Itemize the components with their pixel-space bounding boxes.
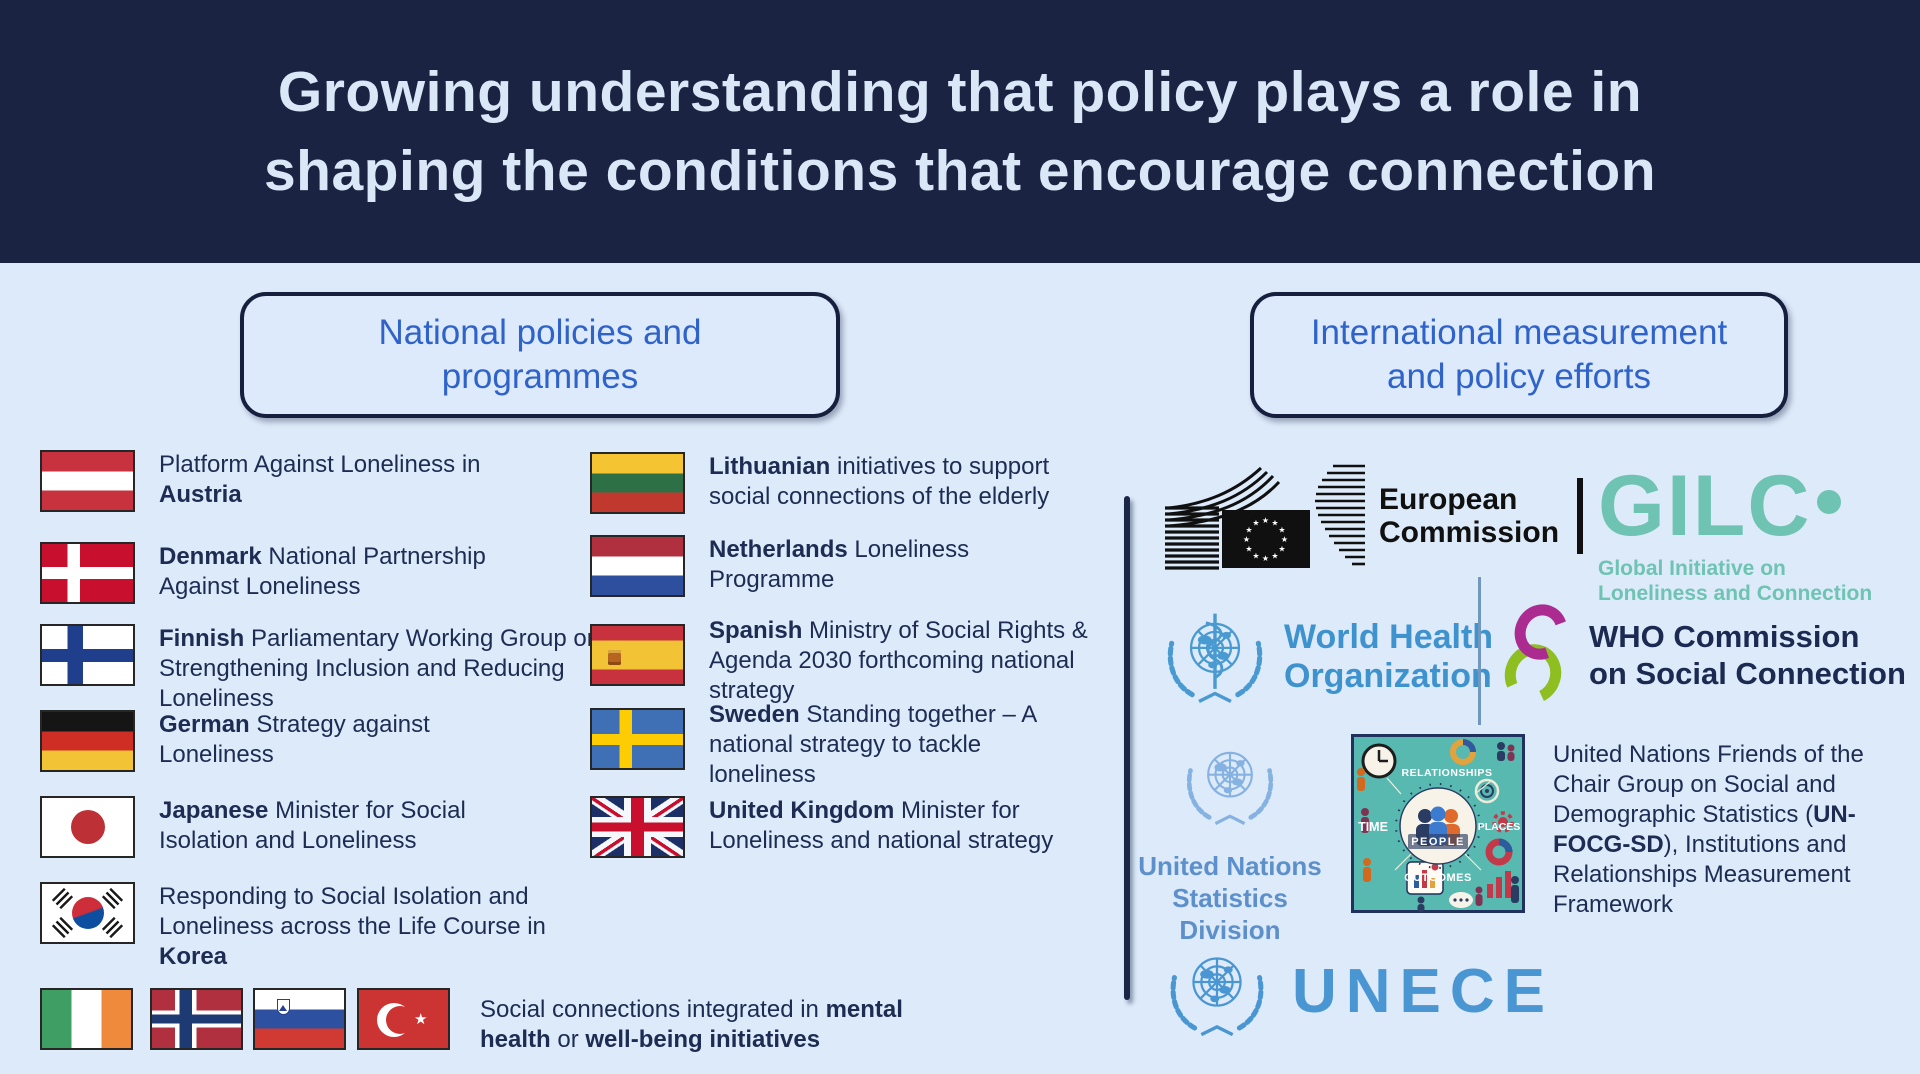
collage-label-time: TIME [1358, 820, 1388, 834]
list-item-austria: Platform Against Loneliness in Austria [40, 450, 509, 512]
svg-text:★: ★ [1252, 552, 1259, 561]
list-item-korea: Responding to Social Isolation and Lonel… [40, 882, 549, 972]
taegeuk-symbol [71, 897, 104, 929]
svg-text:★: ★ [1278, 545, 1285, 554]
gilc-acronym: GILC [1598, 458, 1812, 554]
unsd-logo: United Nations Statistics Division [1130, 731, 1330, 946]
who-commission-logo: WHO Commission on Social Connection [1496, 595, 1906, 712]
international-efforts-label: International measurement and policy eff… [1310, 313, 1728, 396]
spain-crest [608, 650, 621, 665]
european-commission-wordmark: European Commission [1379, 482, 1560, 549]
austria-text: Platform Against Loneliness in Austria [159, 451, 481, 508]
svg-text:★: ★ [1271, 552, 1278, 561]
japan-text: Japanese Minister for Social Isolation a… [159, 797, 466, 854]
sweden-text: Sweden Standing together – A national st… [709, 701, 1036, 788]
european-commission-mark-icon: ★ ★★ ★★★ ★★★ ★★★ [1165, 464, 1365, 570]
bottom-note-text: Social connections integrated in mental … [480, 996, 903, 1053]
unece-wordmark: UNECE [1292, 956, 1555, 1026]
international-efforts-box: International measurement and policy eff… [1250, 292, 1788, 418]
unece-logo: UNECE [1158, 935, 1554, 1047]
interlocking-rings-icon [1496, 595, 1577, 712]
list-item-united-kingdom: United Kingdom Minister for Loneliness a… [590, 796, 1059, 858]
national-policies-box: National policies and programmes [240, 292, 840, 418]
svg-text:★: ★ [1252, 519, 1259, 528]
japan-flag-icon [40, 796, 135, 858]
slovenia-flag-icon [253, 988, 346, 1050]
austria-flag-icon [40, 450, 135, 512]
germany-flag-icon [40, 710, 135, 772]
spain-text: Spanish Ministry of Social Rights & Agen… [709, 617, 1088, 704]
turkey-star: ★ [414, 1011, 428, 1028]
svg-text:★: ★ [1262, 554, 1269, 563]
title-banner: Growing understanding that policy plays … [0, 0, 1920, 263]
column-divider-line [1124, 496, 1130, 1000]
unsd-wordmark: United Nations Statistics Division [1138, 851, 1322, 945]
slide-title: Growing understanding that policy plays … [263, 59, 1657, 203]
list-item-denmark: Denmark National Partnership Against Lon… [40, 542, 494, 604]
svg-text:★: ★ [1281, 535, 1288, 544]
un-emblem-icon [1171, 731, 1289, 835]
lithuania-flag-icon [590, 452, 685, 514]
list-item-finland: Finnish Parliamentary Working Group on S… [40, 624, 614, 714]
turkey-flag-icon: ★ [357, 988, 450, 1050]
collage-label-outcomes: OUTCOMES [1404, 872, 1472, 884]
list-item-netherlands: Netherlands Loneliness Programme [590, 535, 979, 597]
svg-text:★: ★ [1243, 535, 1250, 544]
who-logo: World Health Organization [1158, 600, 1493, 714]
european-commission-logo: ★ ★ ★ ★ ★ ★ ★ ★ ★ ★ ★ ★ European Commission [1165, 458, 1584, 573]
ireland-flag-icon [40, 988, 133, 1050]
list-item-lithuania: Lithuanian initiatives to support social… [590, 452, 1079, 514]
netherlands-flag-icon [590, 535, 685, 597]
list-item-spain: Spanish Ministry of Social Rights & Agen… [590, 617, 1109, 706]
finland-text: Finnish Parliamentary Working Group on S… [159, 625, 601, 712]
list-item-germany: German Strategy against Loneliness [40, 710, 439, 772]
who-wordmark: World Health Organization [1284, 618, 1494, 695]
list-item-sweden: Sweden Standing together – A national st… [590, 701, 1039, 790]
relationships-collage-image: PEOPLE RELATIONSHIPS TIME PLACES OUTCOME… [1351, 734, 1525, 913]
who-commission-divider-line [1478, 577, 1481, 725]
un-emblem-icon [1158, 935, 1276, 1047]
gilc-logo: GILC Global Initiative on Loneliness and… [1598, 458, 1872, 606]
collage-label-relationships: RELATIONSHIPS [1402, 767, 1493, 779]
list-item-japan: Japanese Minister for Social Isolation a… [40, 796, 479, 858]
slovenia-coat-of-arms [277, 999, 290, 1015]
who-commission-wordmark: WHO Commission on Social Connection [1589, 619, 1906, 691]
united-kingdom-text: United Kingdom Minister for Loneliness a… [709, 797, 1054, 854]
collage-label-people: PEOPLE [1411, 836, 1465, 848]
sweden-flag-icon [590, 708, 685, 770]
south-korea-flag-icon [40, 882, 135, 944]
finland-flag-icon [40, 624, 135, 686]
korea-text: Responding to Social Isolation and Lonel… [159, 883, 546, 970]
denmark-flag-icon [40, 542, 135, 604]
unfocg-text: United Nations Friends of the Chair Grou… [1553, 741, 1864, 918]
national-policies-label: National policies and programmes [378, 313, 702, 396]
svg-text:★: ★ [1278, 526, 1285, 535]
svg-text:★: ★ [1262, 516, 1269, 525]
united-kingdom-flag-icon [590, 796, 685, 858]
european-commission-bar [1577, 477, 1584, 554]
netherlands-text: Netherlands Loneliness Programme [709, 536, 970, 593]
svg-text:★: ★ [1245, 545, 1252, 554]
people-framework-illustration: PEOPLE RELATIONSHIPS TIME PLACES OUTCOME… [1351, 734, 1525, 913]
japan-sun-disc [70, 810, 105, 844]
gilc-dot-icon [1817, 490, 1842, 514]
collage-label-places: PLACES [1478, 821, 1521, 833]
svg-text:★: ★ [1271, 519, 1278, 528]
spain-flag-icon [590, 624, 685, 686]
denmark-text: Denmark National Partnership Against Lon… [159, 543, 486, 600]
who-emblem-icon [1158, 613, 1272, 714]
gilc-subtitle: Global Initiative on Loneliness and Conn… [1598, 557, 1873, 605]
norway-flag-icon [150, 988, 243, 1050]
germany-text: German Strategy against Loneliness [159, 711, 430, 768]
lithuania-text: Lithuanian initiatives to support social… [709, 453, 1050, 510]
svg-text:★: ★ [1245, 526, 1252, 535]
